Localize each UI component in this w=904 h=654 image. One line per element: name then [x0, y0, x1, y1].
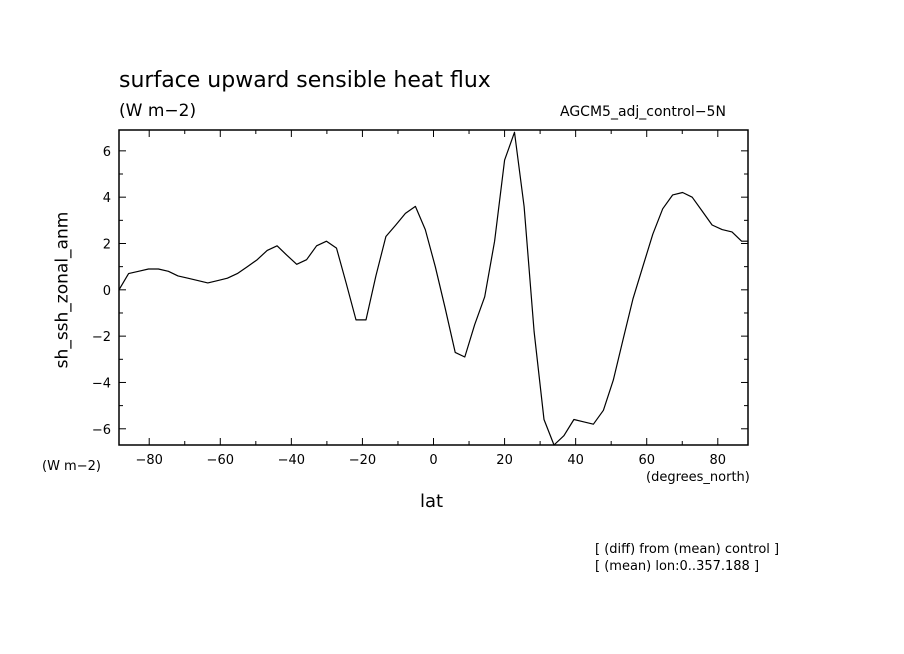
x-tick-label: 0: [429, 453, 437, 468]
series-line: [118, 131, 748, 446]
x-tick-label: 40: [567, 453, 584, 468]
chart-title: surface upward sensible heat flux: [119, 68, 491, 93]
y-tick-label: 0: [103, 284, 111, 299]
y-tick-label: −2: [92, 330, 111, 345]
x-axis-units: (degrees_north): [646, 470, 750, 485]
x-axis-label: lat: [420, 491, 444, 512]
y-tick-label: 4: [103, 191, 111, 206]
operation-note-mean: [ (mean) lon:0..357.188 ]: [595, 559, 760, 574]
y-tick-label: 6: [103, 145, 111, 160]
operation-note-diff: [ (diff) from (mean) control ]: [595, 542, 780, 557]
run-name-label: AGCM5_adj_control−5N: [560, 104, 726, 120]
y-axis-units: (W m−2): [42, 459, 101, 474]
x-tick-label: −20: [349, 453, 376, 468]
x-tick-label: −60: [207, 453, 234, 468]
axis-ticks: [119, 130, 748, 445]
x-tick-label: −80: [135, 453, 162, 468]
y-tick-label: 2: [103, 237, 111, 252]
x-tick-label: 20: [496, 453, 513, 468]
plot-frame: [118, 129, 749, 446]
units-label: (W m−2): [119, 101, 197, 121]
x-tick-label: 60: [638, 453, 655, 468]
x-tick-label: 80: [710, 453, 727, 468]
series-group: [118, 131, 748, 446]
y-tick-label: −6: [92, 423, 111, 438]
x-tick-label: −40: [278, 453, 305, 468]
y-tick-label: −4: [92, 376, 111, 391]
